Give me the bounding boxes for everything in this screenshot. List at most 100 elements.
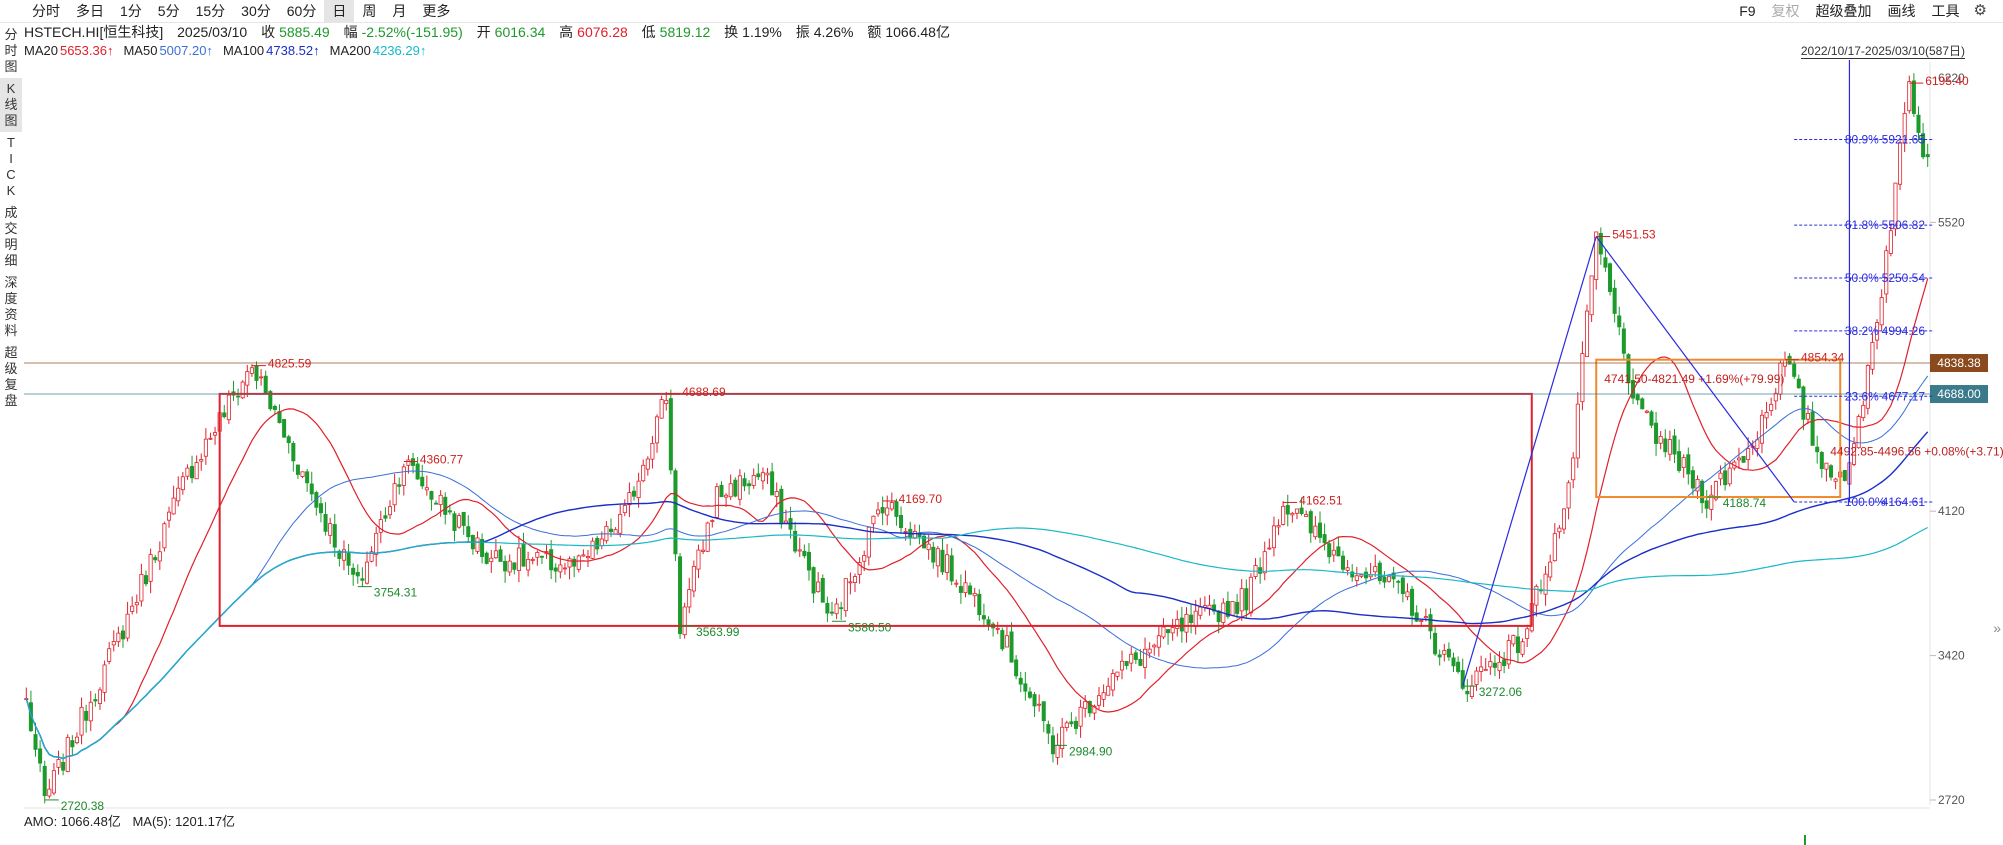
fib-pct-1: 61.8% [1845,218,1879,232]
ma-label-1: MA50 [123,43,158,58]
candle-body-197 [931,546,936,563]
candle-body-364 [1700,480,1705,504]
candle-body-136 [650,442,655,460]
index-name: HSTECH.HI[恒生科技] [24,24,164,40]
period-tab-5[interactable]: 30分 [241,3,271,19]
candle-body-302 [1414,612,1419,622]
period-tab-6[interactable]: 60分 [286,3,317,19]
candle-body-288 [1350,571,1355,578]
date-range-label[interactable]: 2022/10/17-2025/03/10(587日) [1800,44,1965,59]
candle-body-202 [954,582,959,585]
candle-body-182 [862,555,867,562]
open-value: 6016.34 [494,24,546,40]
candle-body-214 [1009,631,1014,663]
amount-value: 1066.48亿 [885,24,950,40]
candle-body-162 [770,471,775,496]
candle-body-236 [1110,673,1115,691]
period-tab-7[interactable]: 日 [324,0,355,22]
candle-body-311 [1456,661,1461,672]
candle-body-30 [162,523,167,549]
extrema-label-13: 4854.34 [1801,351,1845,365]
candle-body-331 [1548,561,1553,578]
ma20-line [25,278,1929,760]
candle-body-286 [1340,555,1346,570]
candle-body-345 [1612,287,1617,314]
period-tab-2[interactable]: 1分 [120,3,142,19]
side-button-0[interactable]: 分时图 [4,27,18,74]
candle-body-103 [498,549,503,562]
candle-body-27 [148,554,153,582]
price-tag-label-1: 4688.00 [1937,387,1981,401]
period-tab-0[interactable]: 分时 [32,3,60,19]
expand-panel-icon[interactable]: » [1993,620,2001,636]
trend-line-1[interactable] [1595,236,1795,503]
extrema-label-6: 3586.50 [848,620,892,634]
candle-body-406 [1893,182,1898,230]
candle-body-333 [1557,527,1562,533]
candle-body-410 [1911,80,1916,114]
candle-body-212 [1000,630,1005,650]
candle-body-315 [1474,670,1479,685]
candle-body-31 [167,511,172,521]
candle-body-379 [1769,403,1774,412]
period-tab-8[interactable]: 周 [362,3,377,19]
candle-body-111 [535,551,540,558]
period-tab-9[interactable]: 月 [392,3,407,19]
price-tag-0[interactable] [1930,354,1988,373]
candle-body-317 [1483,668,1488,671]
candle-body-258 [1212,604,1217,612]
candle-body-81 [397,484,402,487]
toolbar-item-1[interactable]: 复权 [1771,3,1800,19]
candle-body-208 [981,615,986,620]
extrema-label-0: 2720.38 [61,799,105,813]
period-tab-4[interactable]: 15分 [195,3,226,19]
toolbar-item-2[interactable]: 超级叠加 [1815,3,1872,19]
candle-body-250 [1175,618,1180,629]
candle-body-144 [687,589,692,608]
candle-body-33 [176,487,181,502]
candle-body-91 [443,496,448,515]
candle-body-118 [567,558,572,568]
candle-body-140 [668,398,673,471]
side-button-5[interactable]: 超级复盘 [4,345,18,408]
toolbar-item-0[interactable]: F9 [1739,3,1756,19]
candle-body-13 [84,710,89,721]
candle-body-320 [1497,661,1502,672]
candle-body-351 [1640,398,1645,410]
candle-body-397 [1852,443,1857,465]
candle-body-48 [245,371,250,386]
candle-body-224 [1055,744,1060,758]
high-label: 高 [559,24,574,40]
period-tab-1[interactable]: 多日 [76,3,104,19]
candle-body-245 [1152,644,1157,648]
turnover-label: 换 [724,24,739,40]
settings-gear-icon[interactable]: ⚙ [1973,2,1987,19]
side-button-4[interactable]: 深度资料 [4,275,18,338]
candle-body-148 [705,522,710,552]
candle-body-384 [1792,363,1797,377]
candle-body-290 [1359,574,1364,577]
candle-body-177 [839,607,844,610]
ma-label-3: MA200 [329,43,371,58]
candle-body-112 [539,555,544,558]
candle-body-49 [249,367,254,374]
side-button-3[interactable]: 成交明细 [4,205,18,268]
fib-value-3: 4994.26 [1882,324,1926,338]
candle-body-169 [802,550,807,557]
candle-body-74 [364,561,369,584]
toolbar-item-4[interactable]: 工具 [1931,3,1960,19]
period-tab-3[interactable]: 5分 [157,3,180,19]
toolbar-item-3[interactable]: 画线 [1887,3,1916,19]
candle-body-324 [1515,636,1520,654]
extrema-label-3: 4360.77 [420,453,464,467]
period-tab-10[interactable]: 更多 [422,3,451,19]
candle-body-388 [1810,411,1815,446]
candle-body-264 [1239,588,1244,612]
fib-pct-2: 50.0% [1845,271,1879,285]
trend-line-0[interactable] [1462,236,1597,687]
candle-body-87 [424,487,429,491]
price-tag-1[interactable] [1930,385,1988,404]
